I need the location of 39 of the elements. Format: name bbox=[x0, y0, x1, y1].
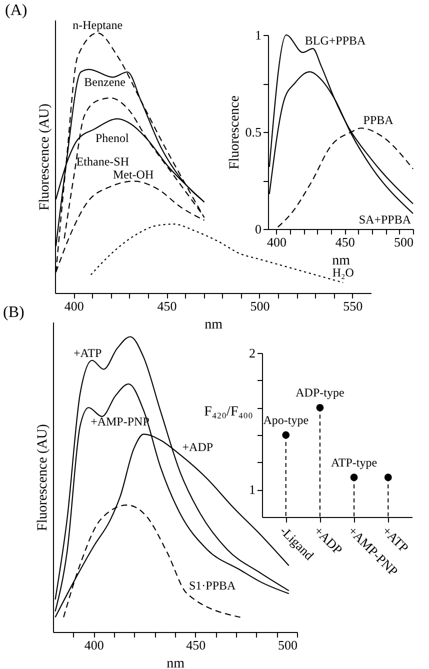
x-tick-label: 450 bbox=[335, 234, 355, 250]
y-axis-title: F₄₂₀/F₄₀₀ bbox=[204, 404, 253, 420]
series-label: SA+PPBA bbox=[358, 212, 412, 226]
series-label: H₂O bbox=[332, 266, 354, 280]
y-tick-label: 1 bbox=[249, 482, 256, 498]
y-axis-title: Fluorescence (AU) bbox=[38, 103, 52, 210]
x-tick-label: 400 bbox=[84, 638, 104, 652]
x-tick-label: 400 bbox=[266, 234, 286, 250]
annotation: ATP-type bbox=[331, 455, 378, 470]
annotation: ADP-type bbox=[296, 386, 344, 400]
x-axis-title: nm bbox=[204, 318, 223, 332]
series-label: Ethane-SH bbox=[76, 154, 130, 168]
series-label: PPBA bbox=[363, 113, 394, 128]
y-tick-label: 0.5 bbox=[245, 124, 262, 140]
x-tick-label: 450 bbox=[157, 298, 177, 314]
x-tick-label: 500 bbox=[278, 638, 298, 652]
text: (B) bbox=[3, 304, 24, 321]
y-tick-label: 0 bbox=[255, 222, 262, 236]
y-axis-title: Fluorescence (AU) bbox=[36, 424, 50, 531]
x-axis-title: nm bbox=[332, 254, 350, 268]
series-label: S1·PPBA bbox=[188, 578, 236, 593]
series-label: n-Heptane bbox=[72, 18, 123, 32]
series-label: BLG+PPBA bbox=[304, 33, 366, 48]
x-tick-label: 500 bbox=[394, 234, 414, 250]
x-tick-label: 500 bbox=[250, 298, 270, 314]
x-tick-label: 400 bbox=[64, 298, 84, 314]
series-label: +ATP bbox=[74, 346, 102, 360]
series-label: +ADP bbox=[182, 440, 214, 454]
series-label: Benzene bbox=[84, 75, 126, 89]
series-label: Phenol bbox=[95, 131, 130, 145]
annotation: Apo-type bbox=[263, 413, 309, 427]
x-tick-label: 450 bbox=[186, 638, 206, 652]
y-tick-label: 2 bbox=[249, 346, 256, 360]
y-axis-title: Fluorescence bbox=[227, 96, 242, 170]
text: (A) bbox=[5, 2, 28, 19]
series-label: Met-OH bbox=[112, 167, 154, 182]
x-tick-label: 550 bbox=[343, 298, 363, 314]
y-tick-label: 1 bbox=[255, 28, 262, 42]
x-axis-title: nm bbox=[166, 656, 185, 669]
